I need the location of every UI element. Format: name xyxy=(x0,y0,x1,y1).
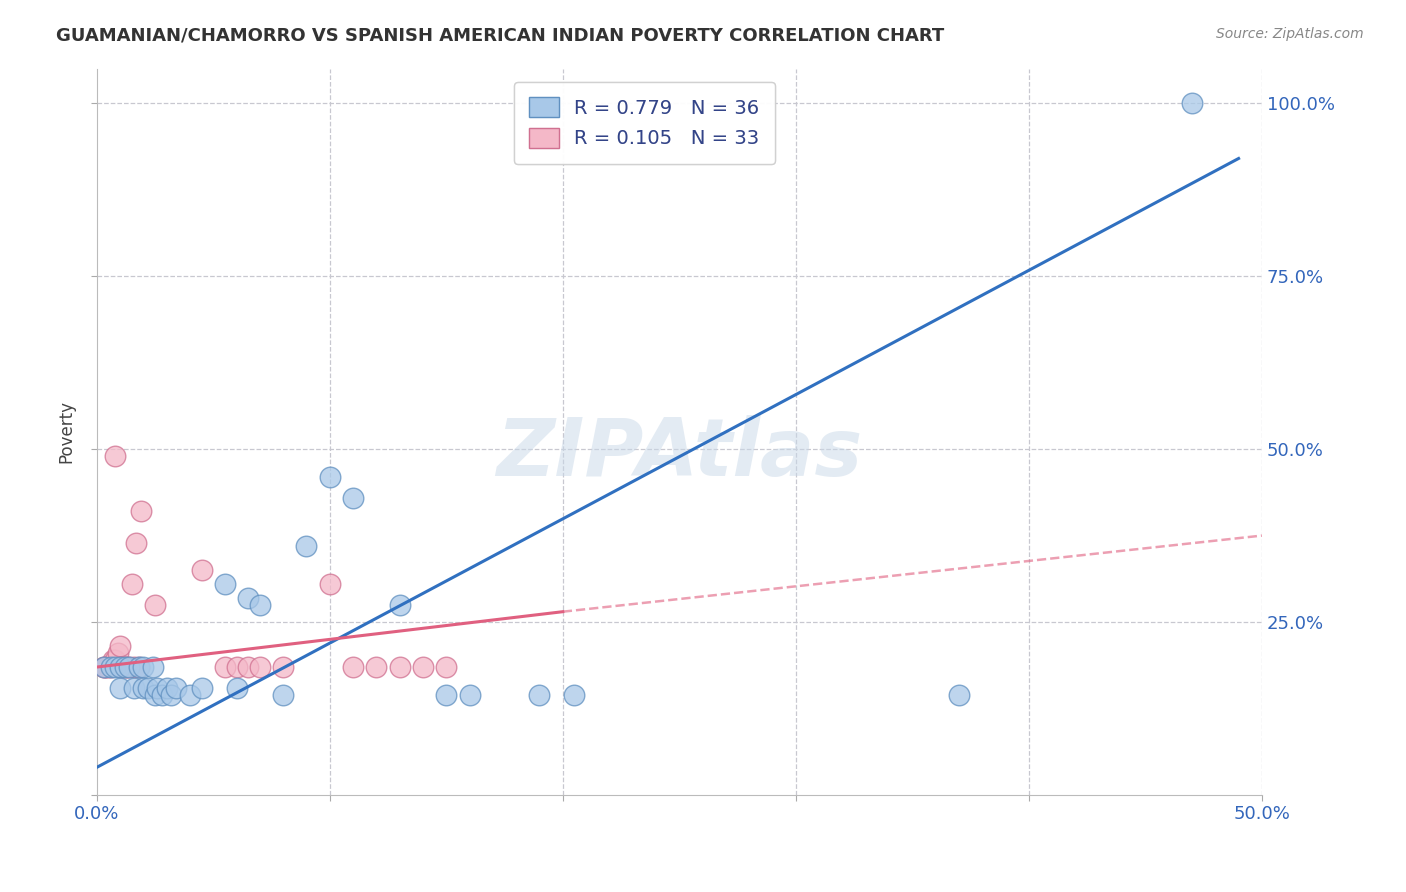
Point xyxy=(948,688,970,702)
Point xyxy=(128,660,150,674)
Point xyxy=(156,681,179,695)
Point xyxy=(122,660,145,674)
Point xyxy=(271,688,294,702)
Point xyxy=(114,660,136,674)
Point xyxy=(143,598,166,612)
Text: ZIPAtlas: ZIPAtlas xyxy=(496,415,862,492)
Point xyxy=(366,660,388,674)
Point xyxy=(136,681,159,695)
Point xyxy=(114,660,136,674)
Point xyxy=(412,660,434,674)
Point xyxy=(108,640,131,654)
Point xyxy=(129,504,152,518)
Point xyxy=(190,563,212,577)
Point xyxy=(128,660,150,674)
Point xyxy=(122,681,145,695)
Point xyxy=(111,660,134,674)
Legend: R = 0.779   N = 36, R = 0.105   N = 33: R = 0.779 N = 36, R = 0.105 N = 33 xyxy=(513,82,775,164)
Point xyxy=(146,681,169,695)
Point xyxy=(249,598,271,612)
Point xyxy=(100,660,122,674)
Point xyxy=(93,660,115,674)
Point xyxy=(319,577,342,591)
Point xyxy=(101,653,124,667)
Point xyxy=(529,688,551,702)
Point xyxy=(104,653,127,667)
Point xyxy=(388,598,411,612)
Point xyxy=(142,660,165,674)
Point xyxy=(97,660,120,674)
Point xyxy=(342,660,364,674)
Point xyxy=(160,688,183,702)
Point xyxy=(179,688,201,702)
Point xyxy=(125,535,148,549)
Point xyxy=(93,660,115,674)
Point xyxy=(249,660,271,674)
Point xyxy=(388,660,411,674)
Point xyxy=(94,660,117,674)
Point xyxy=(100,660,122,674)
Point xyxy=(108,660,131,674)
Point xyxy=(271,660,294,674)
Point xyxy=(238,591,260,605)
Point xyxy=(104,660,127,674)
Point xyxy=(295,539,318,553)
Point xyxy=(342,491,364,505)
Point xyxy=(132,660,155,674)
Point xyxy=(93,660,115,674)
Point xyxy=(214,577,236,591)
Point xyxy=(108,681,131,695)
Point xyxy=(319,469,342,483)
Point xyxy=(108,660,131,674)
Point xyxy=(121,577,143,591)
Point xyxy=(1181,96,1204,111)
Text: Source: ZipAtlas.com: Source: ZipAtlas.com xyxy=(1216,27,1364,41)
Point xyxy=(225,681,247,695)
Point xyxy=(564,688,586,702)
Point xyxy=(458,688,481,702)
Point xyxy=(238,660,260,674)
Point xyxy=(434,688,457,702)
Point xyxy=(107,646,129,660)
Point xyxy=(214,660,236,674)
Point xyxy=(104,449,127,463)
Y-axis label: Poverty: Poverty xyxy=(58,401,75,463)
Point xyxy=(190,681,212,695)
Point xyxy=(165,681,187,695)
Text: GUAMANIAN/CHAMORRO VS SPANISH AMERICAN INDIAN POVERTY CORRELATION CHART: GUAMANIAN/CHAMORRO VS SPANISH AMERICAN I… xyxy=(56,27,945,45)
Point xyxy=(132,681,155,695)
Point xyxy=(225,660,247,674)
Point xyxy=(150,688,173,702)
Point xyxy=(118,660,141,674)
Point xyxy=(143,688,166,702)
Point xyxy=(115,660,138,674)
Point xyxy=(434,660,457,674)
Point xyxy=(118,660,141,674)
